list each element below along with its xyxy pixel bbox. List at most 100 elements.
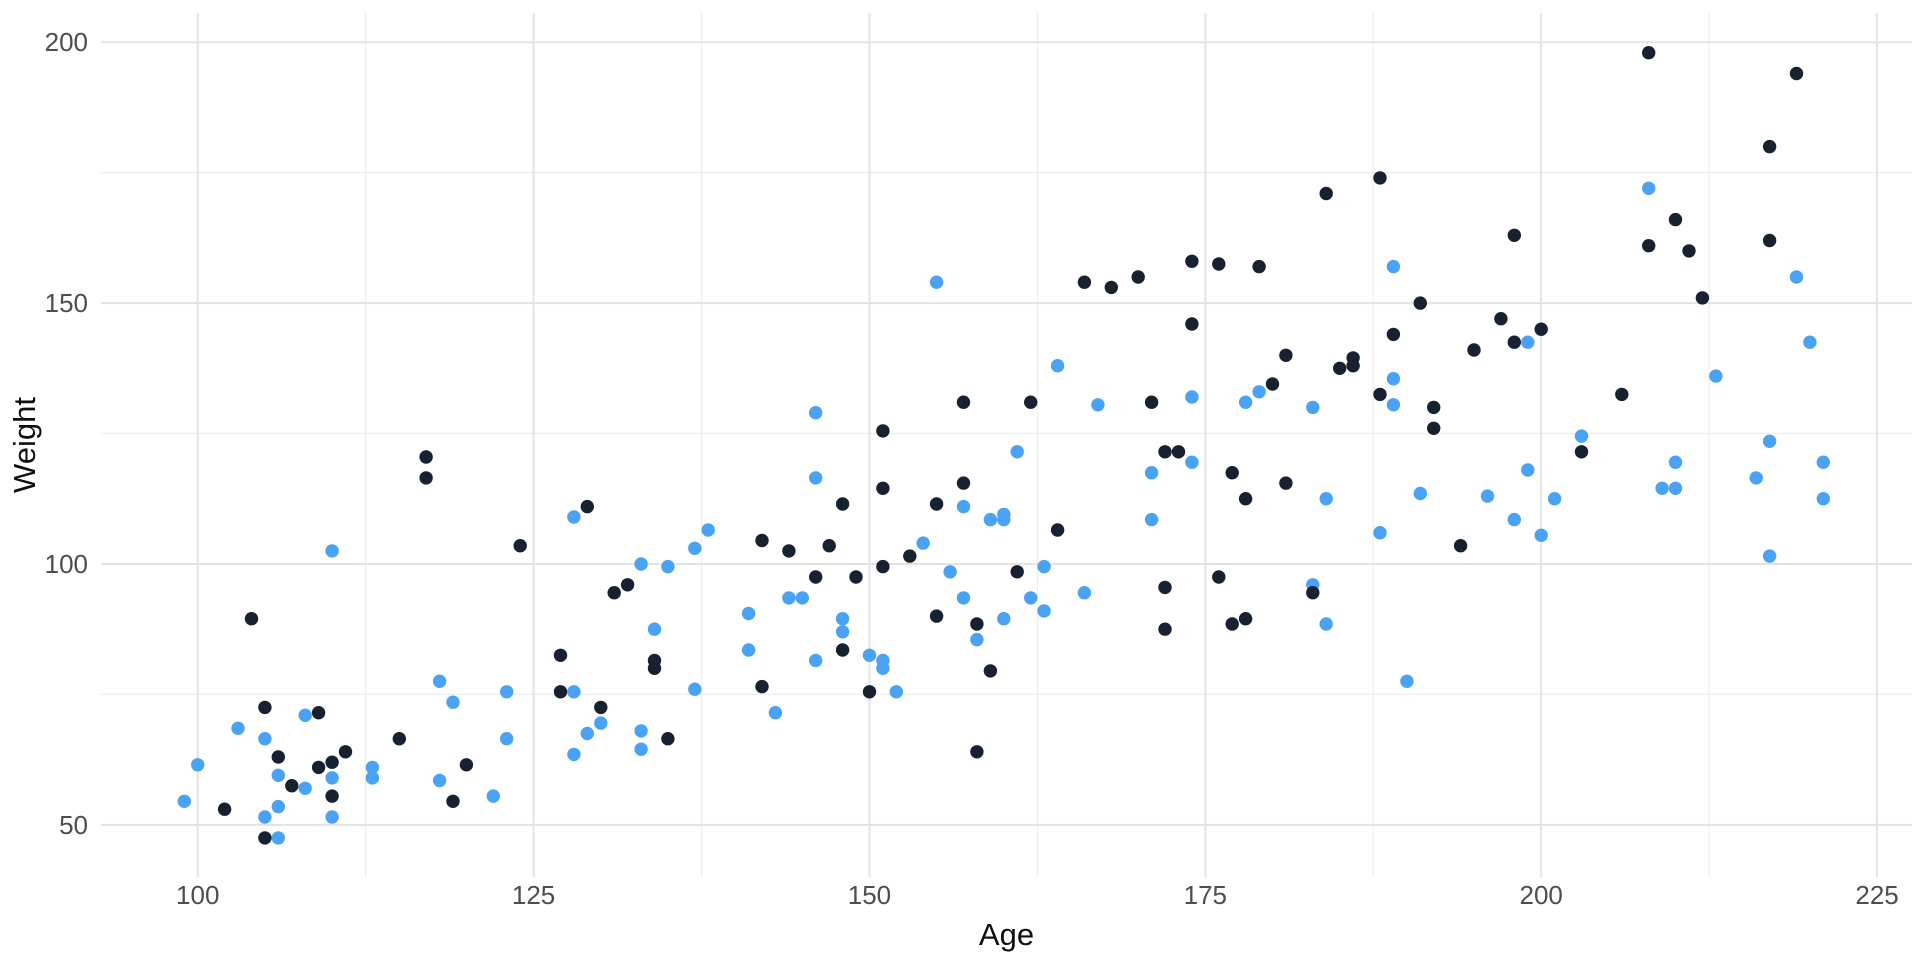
scatter-point <box>459 758 474 772</box>
scatter-point <box>1480 489 1495 503</box>
scatter-point <box>1547 492 1562 506</box>
scatter-point <box>862 648 877 662</box>
scatter-point <box>929 275 944 289</box>
scatter-point <box>1144 512 1159 527</box>
scatter-point <box>513 539 527 553</box>
scatter-point <box>661 559 675 574</box>
scatter-point <box>1574 445 1589 459</box>
scatter-point <box>1709 369 1723 383</box>
scatter-point <box>1762 139 1777 154</box>
scatter-point <box>1373 171 1387 185</box>
scatter-point <box>1238 492 1253 506</box>
scatter-point <box>1803 335 1817 349</box>
scatter-point <box>177 794 191 808</box>
scatter-point <box>634 742 648 756</box>
scatter-point <box>1346 359 1360 373</box>
scatter-point <box>970 745 984 759</box>
scatter-point <box>1171 445 1186 459</box>
x-tick-label: 100 <box>176 880 219 910</box>
scatter-point <box>1306 400 1320 415</box>
scatter-point <box>782 591 796 605</box>
scatter-point <box>956 395 971 409</box>
scatter-point <box>1185 390 1199 404</box>
scatter-point <box>325 810 339 824</box>
scatter-point <box>983 664 998 678</box>
scatter-point <box>929 497 944 511</box>
scatter-point <box>835 612 850 626</box>
scatter-point <box>271 750 285 764</box>
scatter-point <box>741 606 756 621</box>
scatter-point <box>809 570 823 584</box>
scatter-point <box>1749 471 1763 485</box>
scatter-point <box>553 648 568 662</box>
scatter-point <box>1521 463 1535 477</box>
scatter-point <box>1534 322 1548 336</box>
x-tick-label: 150 <box>848 880 891 910</box>
scatter-point <box>647 661 662 675</box>
scatter-point <box>1185 254 1199 268</box>
scatter-point <box>1467 343 1481 357</box>
scatter-point <box>956 476 971 490</box>
scatter-point <box>500 732 514 746</box>
scatter-point <box>1279 476 1293 490</box>
scatter-point <box>862 685 877 699</box>
scatter-point <box>634 557 648 571</box>
scatter-point <box>1682 244 1696 258</box>
scatter-point <box>1413 296 1428 310</box>
scatter-point <box>835 625 850 639</box>
scatter-point <box>1494 312 1508 326</box>
scatter-point <box>620 578 635 592</box>
scatter-point <box>1400 674 1414 688</box>
scatter-point <box>446 794 460 808</box>
scatter-point <box>258 700 272 715</box>
scatter-point <box>594 716 608 730</box>
scatter-point <box>1668 481 1683 495</box>
scatter-point <box>1144 466 1159 480</box>
scatter-point <box>500 685 514 699</box>
scatter-point <box>1521 335 1535 349</box>
scatter-point <box>809 406 823 420</box>
scatter-point <box>1104 280 1119 295</box>
scatter-point <box>634 724 648 738</box>
x-axis-title: Age <box>978 917 1035 952</box>
scatter-point <box>876 661 890 675</box>
scatter-point <box>1816 492 1831 506</box>
scatter-point <box>1373 387 1387 402</box>
scatter-point <box>1507 512 1522 527</box>
scatter-point <box>1816 455 1831 469</box>
x-tick-label: 225 <box>1855 880 1898 910</box>
scatter-point <box>1252 385 1266 399</box>
scatter-point <box>325 771 339 785</box>
scatter-point <box>1668 212 1683 227</box>
scatter-point <box>1762 233 1777 248</box>
scatter-point <box>755 533 769 548</box>
scatter-point <box>1762 434 1777 448</box>
scatter-point <box>365 771 380 785</box>
scatter-point <box>298 708 312 722</box>
scatter-point <box>795 591 809 605</box>
scatter-point <box>1238 395 1253 409</box>
scatter-point <box>956 591 971 605</box>
scatter-point <box>1158 622 1172 636</box>
scatter-point <box>916 536 930 550</box>
y-tick-label: 100 <box>45 549 88 579</box>
scatter-point <box>1319 617 1333 631</box>
scatter-point <box>607 586 621 600</box>
scatter-point <box>325 544 339 558</box>
scatter-point <box>809 471 823 485</box>
scatter-point <box>1131 270 1145 284</box>
scatter-point <box>903 549 917 563</box>
scatter-point <box>876 559 890 574</box>
scatter-point <box>701 523 715 537</box>
y-tick-label: 200 <box>45 27 88 57</box>
scatter-point <box>258 831 272 845</box>
scatter-point <box>271 768 285 782</box>
x-tick-label: 200 <box>1520 880 1563 910</box>
scatter-point <box>298 781 312 795</box>
scatter-point <box>271 799 285 814</box>
scatter-point <box>876 424 890 438</box>
scatter-point <box>325 789 339 803</box>
scatter-point <box>1655 481 1669 495</box>
scatter-point <box>1158 445 1172 459</box>
